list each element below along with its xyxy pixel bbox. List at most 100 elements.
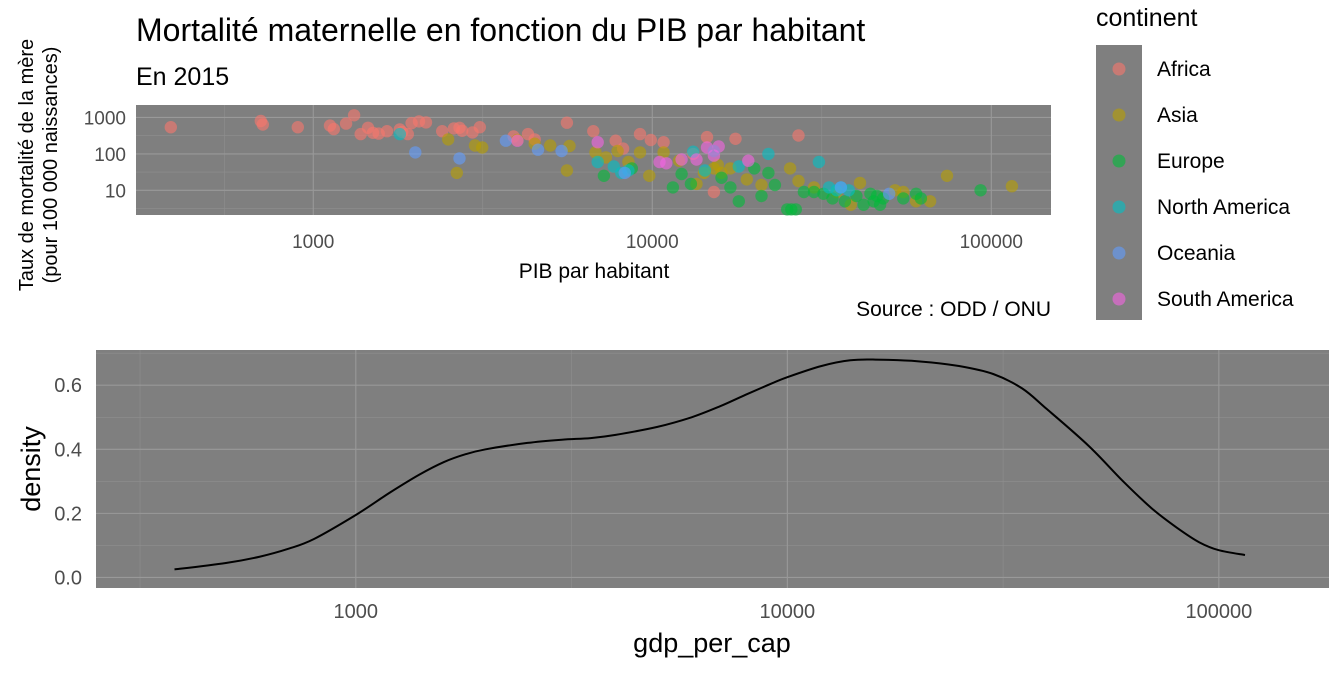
legend-key [1112,108,1126,122]
scatter-point [633,127,647,141]
scatter-point [789,203,802,216]
scatter-point [476,141,489,154]
legend-key [1112,200,1126,214]
scatter-point [940,169,954,182]
scatter-x-tick-label: 100000 [960,232,1023,253]
scatter-point [724,181,737,194]
legend-items: Africa Asia Europe North America Oceania Sout… [1112,58,1294,311]
scatter-point [883,187,896,200]
scatter-point [792,129,805,142]
legend-label: Europe [1157,150,1225,173]
scatter-point [768,178,782,192]
legend-title: continent [1096,4,1198,32]
legend: continent Africa Asia Europe North America O… [1096,4,1294,320]
legend-key-background [1096,45,1142,320]
scatter-point [783,162,797,175]
scatter-y-tick-label: 10 [105,181,126,202]
scatter-y-axis-label-line2: (pour 100 000 naissances) [40,47,62,284]
legend-key [1112,246,1126,260]
scatter-point [707,185,721,199]
scatter-point [256,118,269,131]
scatter-y-tick-label: 100 [94,145,126,166]
scatter-point [740,173,753,186]
scatter-point [473,121,486,134]
scatter-chart: Mortalité maternelle en fonction du PIB … [16,12,1051,321]
scatter-point [409,146,422,159]
legend-key [1112,154,1126,168]
scatter-point [499,134,513,147]
legend-key [1112,292,1126,306]
scatter-point [732,160,745,173]
scatter-point [700,141,714,154]
density-y-tick-label: 0.0 [54,567,82,589]
scatter-point [442,133,455,146]
scatter-point [897,192,910,205]
scatter-point [555,144,568,158]
scatter-point [453,152,466,165]
density-x-tick-label: 10000 [760,601,816,623]
scatter-point [633,146,647,159]
scatter-point [715,171,728,184]
scatter-point [762,166,775,180]
scatter-point [511,134,524,147]
legend-label: Africa [1157,58,1211,81]
chart-subtitle: En 2015 [136,63,229,91]
scatter-point [712,140,725,153]
scatter-point [618,166,631,180]
scatter-x-tick-label: 10000 [626,232,679,253]
scatter-point [380,125,394,138]
density-x-ticks: 1000 10000 100000 [334,601,1253,623]
scatter-point [812,155,826,169]
scatter-point [857,198,870,211]
legend-label: South America [1157,288,1294,311]
scatter-point [732,195,745,208]
scatter-point [419,116,433,129]
scatter-point [1005,180,1019,193]
scatter-point [660,157,673,170]
chart-title: Mortalité maternelle en fonction du PIB … [136,12,865,48]
scatter-point [544,139,557,152]
scatter-point [838,195,852,208]
scatter-point [742,154,755,167]
scatter-point [807,185,821,199]
scatter-point [164,121,177,134]
scatter-point [700,130,714,144]
density-curve [174,358,1246,571]
scatter-point [657,146,670,159]
scatter-point [609,134,622,147]
scatter-y-tick-label: 1000 [84,108,126,129]
scatter-x-ticks: 1000 10000 100000 [292,232,1023,253]
density-x-tick-label: 1000 [334,601,379,623]
scatter-y-ticks: 10 100 1000 [84,108,126,202]
scatter-point [755,178,768,192]
scatter-point [560,164,574,177]
scatter-point [591,136,604,149]
scatter-point [792,174,805,188]
density-y-tick-label: 0.4 [54,439,82,461]
scatter-point [597,169,611,182]
scatter-point [327,122,340,136]
scatter-point [684,177,698,191]
scatter-point [450,166,463,180]
scatter-point [853,176,867,190]
legend-label: Asia [1157,104,1198,127]
legend-label: North America [1157,196,1290,219]
density-gridlines [96,350,1329,588]
scatter-point [347,109,361,122]
scatter-point [707,149,721,162]
density-chart: 0.0 0.2 0.4 0.6 1000 10000 100000 gdp_per_cap… [16,350,1329,658]
scatter-point [698,164,712,177]
scatter-point [291,121,304,134]
scatter-point [974,184,987,197]
density-x-tick-label: 100000 [1185,601,1252,623]
scatter-point [589,146,602,159]
scatter-point [657,136,670,149]
legend-key [1112,62,1126,76]
scatter-points [164,109,1019,216]
scatter-x-axis-label: PIB par habitant [519,260,670,283]
scatter-point [393,127,406,141]
scatter-point [531,143,545,156]
scatter-point [339,117,353,130]
scatter-x-tick-label: 1000 [292,232,334,253]
